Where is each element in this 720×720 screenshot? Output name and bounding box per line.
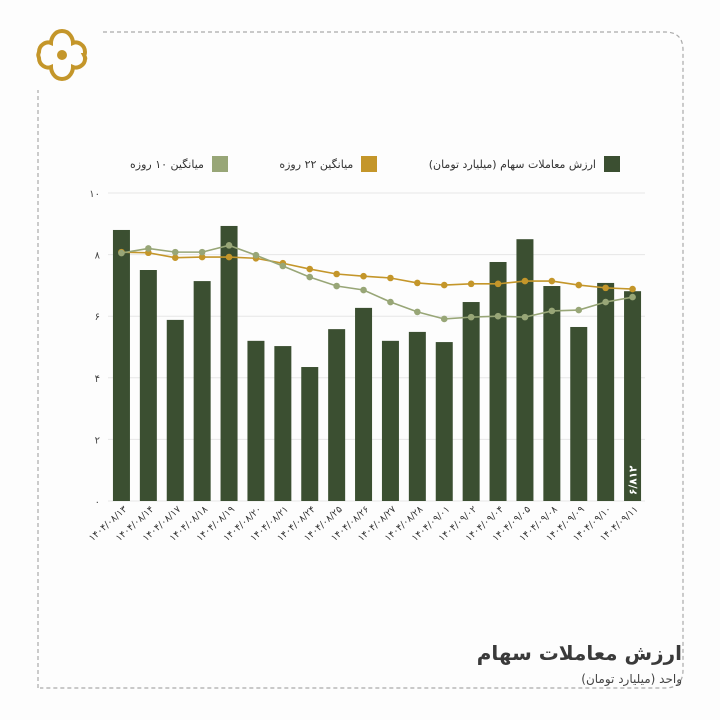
y-tick-label: ۲: [95, 435, 100, 446]
ma22-point: [171, 254, 179, 261]
y-tick-label: ۴: [95, 374, 100, 385]
ma10-point: [306, 273, 314, 281]
ma22-point: [467, 280, 475, 288]
ma22-point: [360, 272, 367, 280]
bar: [435, 342, 453, 501]
ma10-point: [629, 293, 636, 301]
legend: ارزش معاملات سهام (میلیارد تومان) میانگی…: [130, 156, 620, 172]
ma10-point: [494, 312, 502, 320]
ma22-point: [494, 280, 502, 288]
bar: [166, 319, 184, 501]
legend-item-bars[interactable]: ارزش معاملات سهام (میلیارد تومان): [429, 156, 620, 172]
ma22-point: [548, 277, 556, 285]
ma10-point: [252, 251, 260, 259]
data-label: ۶/۸۱۲: [628, 465, 640, 495]
bar: [139, 270, 157, 501]
ma10-point: [387, 298, 394, 306]
ma22-point: [333, 270, 340, 278]
ma10-point: [467, 313, 475, 321]
legend-swatch: [211, 156, 228, 172]
bar: [355, 307, 373, 501]
ma22-point: [225, 253, 233, 261]
ma10-point: [198, 248, 206, 256]
ma22-line: [121, 251, 633, 290]
ma10-point: [414, 308, 421, 316]
legend-item-ma22[interactable]: میانگین ۲۲ روزه: [279, 156, 378, 172]
bar: [543, 286, 561, 501]
legend-label: میانگین ۱۰ روزه: [130, 157, 204, 171]
ma22-point: [387, 274, 394, 282]
ma22-point: [440, 281, 448, 289]
ma10-line: [121, 244, 633, 320]
ma22-point: [602, 284, 609, 292]
ma10-point: [145, 245, 152, 252]
ma10-point: [118, 249, 125, 257]
bar: [408, 331, 426, 501]
legend-swatch: [604, 156, 620, 172]
legend-item-ma10[interactable]: میانگین ۱۰ روزه: [130, 156, 228, 172]
legend-label: میانگین ۲۲ روزه: [279, 157, 354, 171]
ma10-point: [360, 286, 367, 294]
ma10-point: [548, 307, 556, 315]
bar: [624, 291, 642, 501]
y-tick-label: ۰: [95, 497, 100, 508]
ma10-point: [225, 242, 233, 249]
y-tick-label: ۸: [95, 251, 101, 262]
ma22-point: [521, 277, 529, 285]
legend-label: ارزش معاملات سهام (میلیارد تومان): [428, 157, 596, 171]
bar: [381, 340, 399, 501]
ma10-point: [279, 262, 287, 270]
chart-subtitle: واحد (میلیارد تومان): [581, 672, 682, 686]
ma22-point: [198, 253, 206, 261]
bar: [570, 326, 588, 501]
logo-icon: [36, 28, 88, 82]
bar: [301, 367, 319, 501]
y-tick-label: ۱۰: [89, 189, 100, 200]
bar: [516, 239, 534, 501]
ma10-point: [575, 306, 583, 314]
ma10-point: [521, 313, 529, 321]
ma10-point: [602, 298, 609, 306]
bar: [328, 329, 346, 501]
ma22-point: [575, 281, 583, 289]
ma10-point: [440, 315, 448, 323]
ma22-point: [629, 285, 636, 293]
y-tick-label: ۶: [95, 312, 100, 323]
bar: [220, 225, 238, 501]
bar: [274, 346, 292, 501]
chart-title: ارزش معاملات سهام: [476, 641, 682, 665]
dashed-border: [37, 31, 684, 689]
bar: [112, 229, 130, 501]
ma10-point: [171, 248, 179, 256]
legend-swatch: [361, 156, 378, 172]
bar: [462, 302, 480, 501]
bar: [247, 340, 265, 501]
bar: [193, 281, 211, 501]
bar: [489, 261, 507, 501]
bar: [597, 282, 615, 501]
ma22-point: [306, 265, 314, 273]
ma10-point: [333, 282, 340, 290]
ma22-point: [414, 279, 421, 287]
